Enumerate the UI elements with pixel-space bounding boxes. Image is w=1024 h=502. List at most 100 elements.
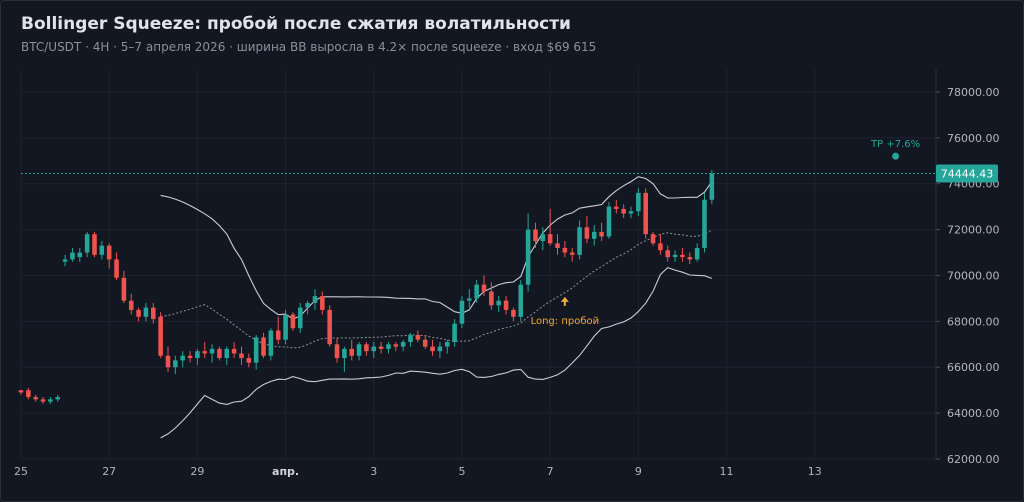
entry-label: Long: пробой: [531, 316, 600, 327]
candle-body: [99, 245, 105, 255]
candle: [268, 328, 274, 361]
candle: [467, 289, 472, 308]
candle-body: [70, 252, 75, 260]
y-tick-label: 68000.00: [947, 315, 1000, 328]
candle-body: [371, 346, 377, 352]
candle-body: [525, 229, 531, 285]
candle-body: [283, 314, 288, 340]
candle: [547, 208, 553, 246]
candle: [599, 222, 604, 242]
candle-body: [408, 335, 413, 342]
candle: [386, 342, 391, 354]
candle-body: [136, 309, 141, 317]
candle-body: [180, 355, 185, 361]
candle: [121, 270, 127, 303]
candle-body: [246, 358, 252, 363]
candle-body: [62, 259, 68, 262]
chart-subtitle: BTC/USDT · 4H · 5–7 апреля 2026 · ширина…: [21, 40, 597, 54]
candle: [209, 344, 215, 363]
candle-body: [422, 339, 428, 347]
candle-body: [386, 344, 391, 349]
x-tick-label: 29: [190, 465, 204, 478]
candle-body: [364, 344, 369, 352]
candle-body: [195, 351, 200, 359]
candle-body: [503, 300, 509, 310]
candle-body: [114, 259, 119, 278]
candle-body: [437, 346, 443, 352]
candle: [327, 305, 332, 347]
candle: [459, 296, 465, 329]
candle-body: [26, 390, 31, 398]
chart-title: Bollinger Squeeze: пробой после сжатия в…: [21, 14, 571, 34]
candle: [114, 252, 119, 281]
candle-body: [158, 316, 163, 356]
candle-body: [77, 252, 83, 258]
candle-body: [231, 348, 237, 354]
candle-body: [209, 348, 215, 354]
candle: [658, 234, 663, 255]
candle: [283, 309, 288, 345]
candle: [187, 351, 193, 363]
candle-body: [224, 348, 230, 359]
candle-body: [599, 231, 604, 237]
x-tick-label: 13: [808, 465, 822, 478]
candle-body: [305, 303, 310, 308]
candle: [680, 247, 685, 262]
candle-body: [555, 243, 560, 248]
candle: [40, 397, 46, 404]
candle-body: [349, 348, 355, 356]
candle-body: [489, 291, 494, 306]
candle: [202, 342, 208, 359]
candle: [246, 353, 252, 368]
candle-body: [540, 234, 546, 242]
candle: [577, 220, 582, 260]
x-tick-label: апр.: [272, 465, 299, 478]
candle-body: [621, 208, 626, 214]
candle: [430, 339, 435, 356]
candle-body: [18, 390, 24, 393]
candle-body: [297, 307, 303, 329]
candle: [33, 394, 38, 402]
last-price-label: 74444.43: [941, 168, 994, 181]
candle-body: [151, 307, 156, 320]
candle-body: [275, 330, 281, 340]
y-tick-label: 62000.00: [947, 453, 1000, 466]
candle: [349, 339, 355, 361]
candle-body: [356, 344, 362, 356]
annotations: 74444.43 Long: пробой TP +7.6%: [21, 139, 998, 327]
candle: [687, 252, 693, 264]
candle-body: [569, 252, 575, 255]
candle: [356, 342, 362, 361]
candle: [217, 346, 222, 361]
y-tick-label: 72000.00: [947, 224, 1000, 237]
candle-body: [84, 234, 90, 253]
grid-lines: [20, 69, 936, 460]
candle: [173, 355, 178, 375]
candle-body: [614, 206, 619, 209]
y-tick-label: 70000.00: [947, 269, 1000, 282]
candle: [224, 346, 230, 365]
candle-body: [143, 307, 149, 317]
candle-body: [430, 346, 435, 352]
candle: [364, 342, 369, 356]
candle: [444, 339, 450, 354]
candle-body: [636, 192, 641, 212]
price-axis: 62000.00 64000.00 66000.00 68000.00 70000.00…: [935, 69, 1000, 466]
candle-body: [334, 344, 340, 359]
candle-body: [327, 309, 332, 345]
candle-body: [680, 254, 685, 258]
tp-label: TP +7.6%: [870, 139, 920, 150]
x-tick-label: 3: [370, 465, 377, 478]
candle: [165, 346, 171, 372]
candle-body: [400, 342, 406, 347]
candle-body: [658, 243, 663, 251]
candle-body: [187, 355, 193, 359]
candle-body: [128, 300, 134, 310]
candle-body: [481, 284, 487, 292]
x-tick-label: 9: [635, 465, 642, 478]
candle-body: [702, 199, 707, 248]
candle: [231, 342, 237, 359]
candle-body: [628, 211, 634, 214]
